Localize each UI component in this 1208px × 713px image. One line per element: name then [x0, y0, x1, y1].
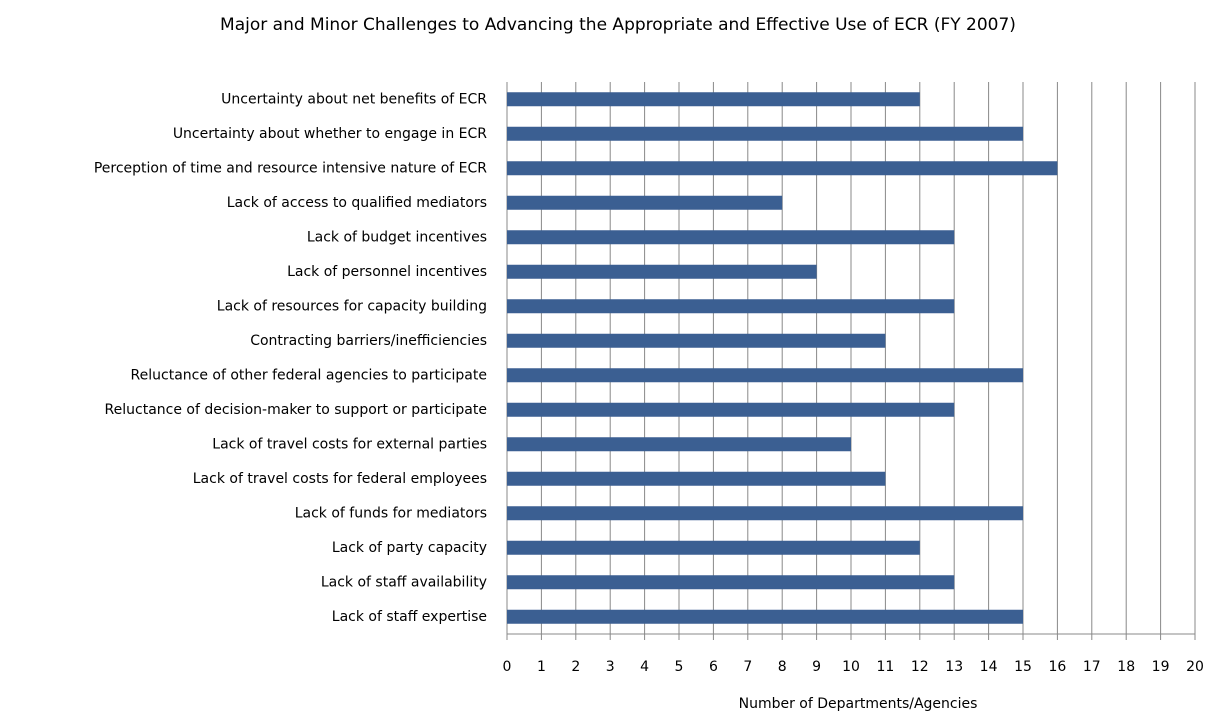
bar	[507, 437, 851, 452]
x-tick-label: 5	[675, 659, 684, 675]
x-tick-label: 13	[945, 659, 963, 675]
bar	[507, 195, 783, 210]
y-tick-label: Lack of budget incentives	[307, 229, 487, 245]
y-tick-label: Perception of time and resource intensiv…	[94, 160, 487, 176]
x-tick-label: 14	[980, 659, 998, 675]
bar	[507, 126, 1023, 141]
x-tick-label: 16	[1048, 659, 1066, 675]
bar	[507, 92, 920, 107]
bar	[507, 264, 817, 279]
y-tick-label: Lack of access to qualified mediators	[227, 195, 487, 211]
y-tick-label: Lack of party capacity	[332, 540, 487, 556]
x-tick-label: 7	[743, 659, 752, 675]
x-tick-label: 1	[537, 659, 546, 675]
x-tick-label: 9	[812, 659, 821, 675]
bar	[507, 333, 886, 348]
x-tick-label: 8	[778, 659, 787, 675]
y-tick-label: Lack of travel costs for external partie…	[212, 436, 487, 452]
x-tick-label: 18	[1117, 659, 1135, 675]
bar	[507, 540, 920, 555]
x-tick-label: 4	[640, 659, 649, 675]
y-tick-label: Lack of personnel incentives	[287, 264, 487, 280]
bar	[507, 506, 1023, 521]
x-tick-label: 2	[571, 659, 580, 675]
x-tick-label: 20	[1186, 659, 1204, 675]
y-tick-label: Lack of staff expertise	[332, 609, 487, 625]
y-tick-label: Lack of staff availability	[321, 574, 487, 590]
bar	[507, 299, 955, 314]
x-axis-title: Number of Departments/Agencies	[739, 696, 978, 712]
x-tick-label: 10	[842, 659, 860, 675]
y-tick-label: Uncertainty about whether to engage in E…	[173, 126, 487, 142]
bar	[507, 402, 955, 417]
bar	[507, 575, 955, 590]
bar	[507, 471, 886, 486]
y-tick-label: Lack of resources for capacity building	[217, 298, 487, 314]
y-tick-label: Uncertainty about net benefits of ECR	[221, 91, 487, 107]
x-tick-label: 0	[503, 659, 512, 675]
bar	[507, 161, 1058, 176]
y-tick-label: Lack of travel costs for federal employe…	[193, 471, 487, 487]
y-tick-label: Contracting barriers/inefficiencies	[250, 333, 487, 349]
y-tick-label: Reluctance of other federal agencies to …	[131, 367, 487, 383]
chart-title: Major and Minor Challenges to Advancing …	[220, 15, 1016, 35]
x-tick-label: 6	[709, 659, 718, 675]
x-tick-label: 3	[606, 659, 615, 675]
x-tick-label: 15	[1014, 659, 1032, 675]
x-tick-label: 11	[876, 659, 894, 675]
x-tick-label: 17	[1083, 659, 1101, 675]
y-tick-label: Lack of funds for mediators	[295, 505, 487, 521]
x-tick-label: 12	[911, 659, 929, 675]
x-tick-label: 19	[1152, 659, 1170, 675]
y-tick-label: Reluctance of decision-maker to support …	[105, 402, 487, 418]
bar	[507, 609, 1023, 624]
bar	[507, 230, 955, 245]
bar	[507, 368, 1023, 383]
